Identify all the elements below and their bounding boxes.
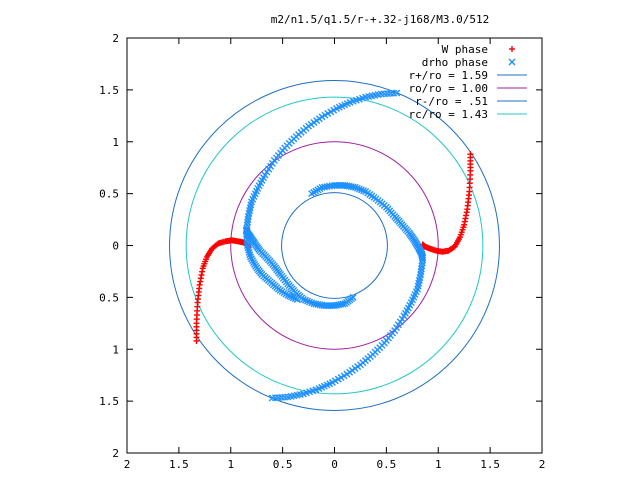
drho-phase-point: [304, 297, 312, 305]
y-tick-label: 1.5: [99, 395, 119, 408]
drho-phase-point: [310, 300, 318, 308]
drho-phase-point: [242, 226, 250, 234]
drho-phase-point: [246, 251, 254, 259]
x-tick-label: 0.5: [376, 458, 396, 471]
drho-phase-point: [301, 296, 309, 304]
data-points: [193, 89, 474, 402]
legend-label: ro/ro = 1.00: [409, 82, 488, 95]
reference-circle: [281, 192, 388, 299]
y-tick-label: 1: [112, 343, 119, 356]
drho-phase-point: [360, 187, 368, 195]
y-tick-label: 2: [112, 447, 119, 460]
legend-marker: [508, 58, 516, 66]
y-tick-label: 0.5: [99, 188, 119, 201]
x-tick-label: 1: [227, 458, 234, 471]
reference-circle: [230, 141, 439, 350]
drho-phase-point: [349, 183, 357, 191]
reference-circles: [169, 80, 500, 411]
drho-phase-point: [312, 300, 320, 308]
drho-phase-point: [353, 184, 361, 192]
x-tick-label: 1: [435, 458, 442, 471]
reference-circle: [185, 96, 484, 395]
y-tick-label: 0: [112, 240, 119, 253]
x-tick-label: 0.5: [273, 458, 293, 471]
legend-label: r-/ro = .51: [415, 95, 488, 108]
y-tick-label: 1.5: [99, 84, 119, 97]
x-tick-label: 1.5: [169, 458, 189, 471]
y-tick-label: 2: [112, 32, 119, 45]
legend-label: r+/ro = 1.59: [409, 69, 488, 82]
drho-phase-point: [286, 292, 294, 300]
drho-phase-point: [288, 293, 296, 301]
y-tick-label: 0.5: [99, 291, 119, 304]
chart-title: m2/n1.5/q1.5/r-+.32-j168/M3.0/512: [271, 13, 490, 26]
legend-label: drho phase: [422, 56, 488, 69]
drho-phase-point: [351, 183, 359, 191]
legend-marker: [509, 46, 515, 52]
reference-circle: [169, 80, 500, 411]
drho-phase-point: [308, 299, 316, 307]
drho-phase-point: [419, 256, 427, 264]
y-tick-label: 1: [112, 136, 119, 149]
drho-phase-point: [357, 186, 365, 194]
legend-label: W phase: [442, 43, 488, 56]
x-tick-label: 1.5: [480, 458, 500, 471]
x-tick-label: 2: [124, 458, 131, 471]
drho-phase-point: [284, 291, 292, 299]
x-tick-label: 2: [539, 458, 546, 471]
drho-phase-point: [306, 298, 314, 306]
legend-label: rc/ro = 1.43: [409, 108, 488, 121]
x-tick-label: 0: [331, 458, 338, 471]
axis-ticks: 2 1.5 1 0.5 0 0.5 1 1.5 221.510.500.511.52: [99, 32, 545, 471]
drho-phase-point: [355, 185, 363, 193]
